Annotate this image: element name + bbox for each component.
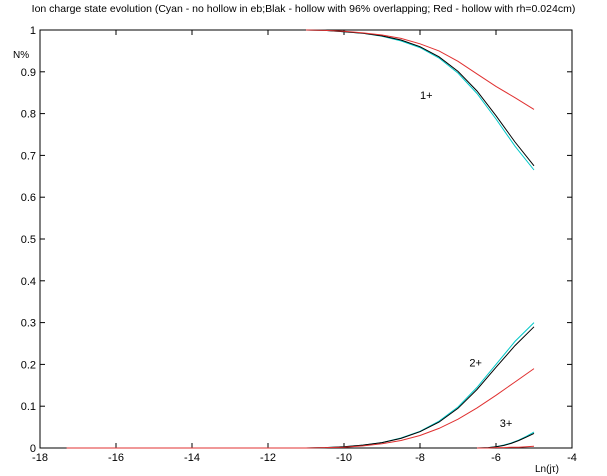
chart-title: Ion charge state evolution (Cyan - no ho… — [31, 3, 576, 15]
y-tick-label: 0.6 — [21, 192, 36, 204]
series-line-3plus-red — [477, 445, 535, 449]
y-axis-label: N% — [13, 50, 29, 61]
series-line-1plus-red — [305, 29, 535, 110]
x-tick-label: -12 — [260, 452, 276, 464]
y-tick-label: 1 — [30, 25, 36, 37]
x-axis-label: Ln(jτ) — [535, 464, 559, 475]
y-tick-label: 0.1 — [21, 401, 36, 413]
x-tick-label: -4 — [567, 452, 577, 464]
x-tick-label: -14 — [184, 452, 200, 464]
x-tick-label: -18 — [32, 452, 48, 464]
ticks-layer: -18 -16 -14 -12 -10 -8 -6 -4 0 0.1 0.2 0.3 0.4 0.5 0.6… — [21, 25, 577, 464]
curve-label-1plus: 1+ — [420, 90, 433, 102]
y-tick-label: 0.2 — [21, 359, 36, 371]
series-layer — [66, 29, 535, 449]
x-tick-label: -10 — [336, 452, 352, 464]
annotation-layer: 1+ 2+ 3+ — [420, 90, 512, 430]
plot-area — [39, 29, 573, 449]
curve-label-3plus: 3+ — [500, 418, 513, 430]
x-tick-label: -16 — [108, 452, 124, 464]
y-tick-label: 0.9 — [21, 67, 36, 79]
y-tick-label: 0.7 — [21, 150, 36, 162]
y-tick-label: 0 — [30, 443, 36, 455]
series-line-2plus-red — [66, 368, 535, 449]
y-tick-label: 0.5 — [21, 234, 36, 246]
y-tick-label: 0.3 — [21, 318, 36, 330]
curve-label-2plus: 2+ — [469, 357, 482, 369]
y-tick-label: 0.8 — [21, 109, 36, 121]
x-tick-label: -6 — [491, 452, 501, 464]
y-tick-label: 0.4 — [21, 276, 36, 288]
x-tick-label: -8 — [415, 452, 425, 464]
